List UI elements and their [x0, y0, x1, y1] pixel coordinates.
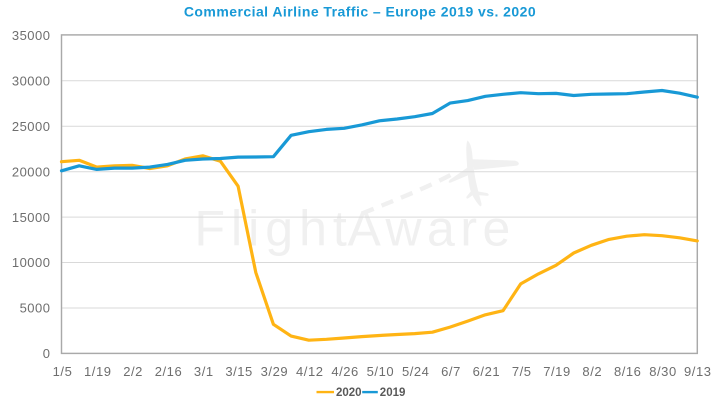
svg-text:Flight: Flight: [195, 201, 353, 257]
svg-text:3/1: 3/1: [194, 364, 214, 379]
svg-text:2019: 2019: [380, 387, 406, 399]
svg-text:4/26: 4/26: [331, 364, 359, 379]
svg-text:6/7: 6/7: [441, 364, 461, 379]
svg-text:Commercial Airline Traffic – E: Commercial Airline Traffic – Europe 2019…: [184, 4, 536, 20]
svg-text:2020: 2020: [336, 387, 362, 399]
svg-text:Aware: Aware: [348, 201, 516, 257]
svg-text:8/16: 8/16: [614, 364, 642, 379]
svg-text:7/19: 7/19: [543, 364, 571, 379]
svg-text:8/2: 8/2: [582, 364, 602, 379]
svg-text:6/21: 6/21: [473, 364, 501, 379]
svg-text:30000: 30000: [12, 74, 51, 89]
svg-text:9/13: 9/13: [684, 364, 712, 379]
svg-text:1/19: 1/19: [84, 364, 112, 379]
svg-text:5/10: 5/10: [367, 364, 395, 379]
svg-text:2/16: 2/16: [155, 364, 183, 379]
svg-text:10000: 10000: [12, 255, 51, 270]
svg-text:25000: 25000: [12, 119, 51, 134]
svg-text:7/5: 7/5: [512, 364, 532, 379]
svg-text:8/30: 8/30: [649, 364, 677, 379]
svg-text:0: 0: [43, 346, 51, 361]
svg-text:15000: 15000: [12, 210, 51, 225]
svg-text:1/5: 1/5: [53, 364, 73, 379]
svg-text:4/12: 4/12: [296, 364, 324, 379]
svg-text:5/24: 5/24: [402, 364, 430, 379]
svg-text:3/29: 3/29: [261, 364, 289, 379]
svg-text:3/15: 3/15: [225, 364, 253, 379]
svg-text:35000: 35000: [12, 28, 51, 43]
svg-text:2/2: 2/2: [123, 364, 143, 379]
svg-text:20000: 20000: [12, 164, 51, 179]
svg-text:5000: 5000: [20, 301, 51, 316]
